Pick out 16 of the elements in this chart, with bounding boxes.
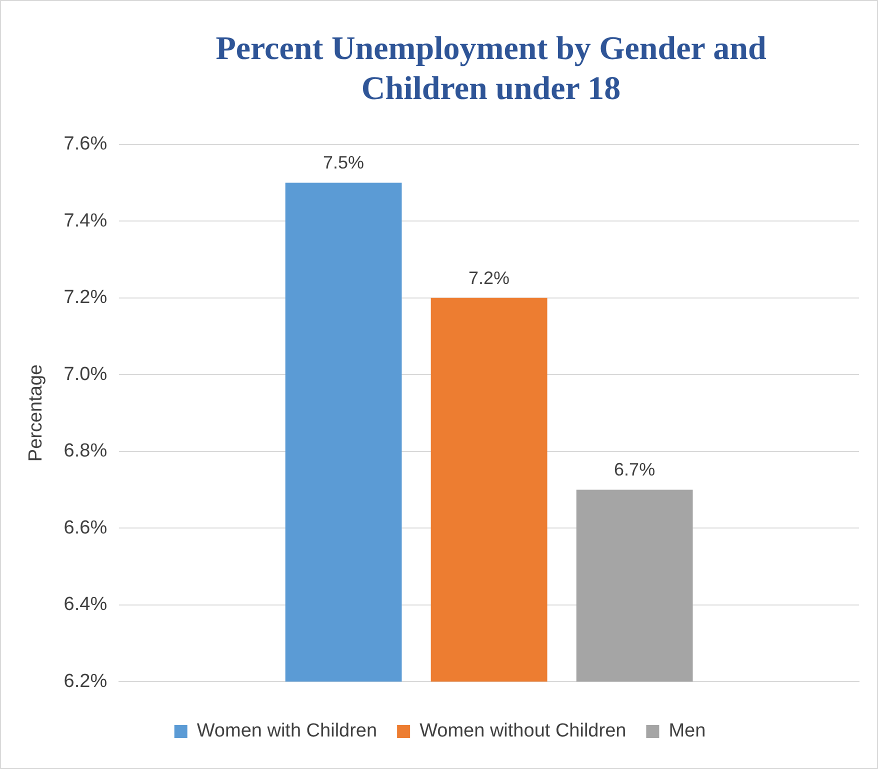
data-label: 6.7% [614, 460, 656, 480]
legend-label: Women without Children [420, 720, 626, 742]
y-tick-label: 6.8% [64, 440, 108, 462]
y-tick-label: 7.0% [64, 364, 108, 385]
y-axis-title: Percentage [26, 364, 47, 462]
y-tick-label: 7.2% [64, 287, 108, 308]
y-tick-label: 7.4% [64, 210, 108, 232]
chart-title: Percent Unemployment by Gender and Children under 18 [214, 30, 768, 109]
legend-label: Women with Children [196, 720, 378, 742]
y-tick-label: 6.4% [64, 594, 108, 616]
y-tick-label: 6.6% [64, 517, 108, 538]
data-label: 7.2% [468, 268, 510, 288]
data-label: 7.5% [323, 152, 364, 173]
y-tick-label: 7.6% [64, 134, 108, 155]
y-tick-label: 6.2% [64, 670, 108, 692]
legend-label: Men [668, 720, 706, 742]
